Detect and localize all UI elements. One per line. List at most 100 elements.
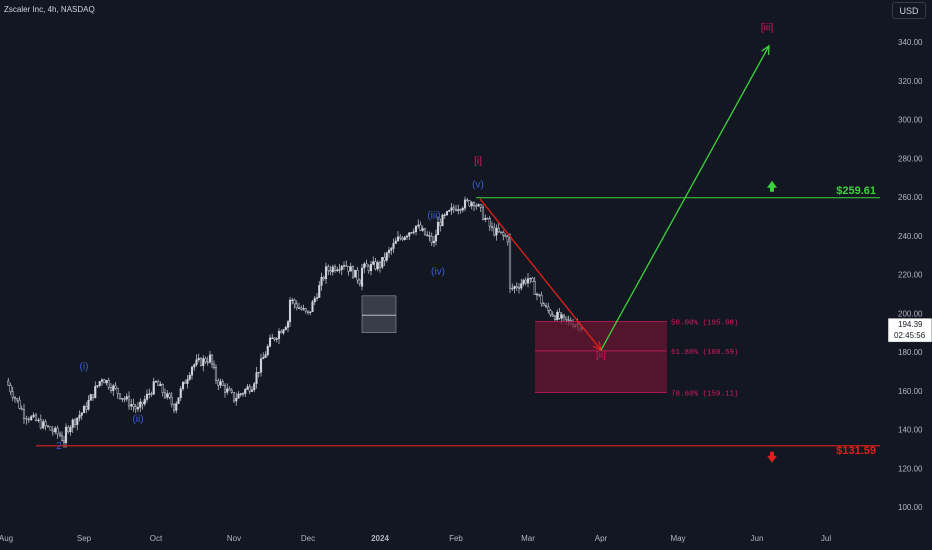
candle-body [484,218,487,220]
candle-body [253,383,256,390]
candle-body [421,228,424,231]
candle-body [481,206,485,220]
candle-body [508,237,512,289]
candle-body [567,319,570,321]
candle-body [123,398,126,400]
candle-body [475,205,478,207]
candle-body [436,221,440,236]
candle-body [520,283,523,289]
candle-body [103,379,106,384]
candle-body [392,243,395,249]
candle-body [526,278,530,284]
candle-body [502,232,505,236]
candle-body [551,314,554,317]
candle-body [463,199,467,209]
x-tick-label: Nov [227,534,241,543]
candle-body [255,372,258,384]
candle-body [246,386,249,390]
candle-body [488,218,491,227]
y-tick-label: 200.00 [898,309,923,318]
candle-body [273,337,276,340]
candle-body [315,297,319,299]
candle-body [127,396,131,407]
candle-body [318,285,321,298]
candle-body [439,221,442,227]
candle-body [426,234,429,236]
candle-body [441,214,444,227]
candle-body [235,398,238,402]
candle-body [511,287,514,290]
wave-label: (v) [472,179,484,190]
candle-body [369,263,373,272]
candle-body [118,393,122,399]
candle-body [452,207,455,210]
candle-body [387,249,391,254]
candle-body [412,231,415,233]
candle-body [58,433,62,437]
candle-body [266,346,269,356]
x-tick-label: Apr [595,534,608,543]
candle-body [248,386,251,392]
candle-body [94,386,97,398]
wave-label: (iv) [431,267,445,278]
candle-body [558,311,561,319]
wave-label: (ii) [132,414,143,425]
candle-body [250,389,254,392]
y-tick-label: 240.00 [898,232,923,241]
candle-body [497,227,500,233]
candle-body [116,387,119,395]
candle-body [60,435,64,441]
x-tick-label: Oct [150,534,163,543]
wave-label: (iii) [427,210,440,221]
candle-body [195,359,198,365]
x-tick-label: Aug [0,534,13,543]
x-tick-label: Feb [449,534,463,543]
overlay-layer: 50.00% (195.68) 61.80% (180.59) 78.60% (15… [36,22,880,463]
candle-body [333,266,337,271]
fib-level-label: 78.60% (159.11) [671,390,739,398]
candle-body [331,266,334,273]
candle-body [20,408,23,410]
wave-label: [iii] [761,22,773,33]
candle-body [197,358,200,361]
candle-body [396,236,400,242]
candle-body [170,396,173,405]
candle-body [230,389,233,393]
candle-body [277,331,281,339]
candle-body [291,299,294,302]
candle-body [390,248,393,251]
candle-body [112,385,115,391]
candle-body [383,257,386,261]
candle-body [360,267,364,287]
projection-up-arrow-head [761,44,770,55]
candle-body [522,279,525,284]
currency-selector[interactable]: USD [892,2,926,19]
candle-body [544,305,548,308]
candle-body [417,224,420,227]
candle-body [275,338,278,340]
candle-body [78,415,81,419]
candle-body [306,310,310,313]
candle-body [284,327,287,331]
candle-body [300,307,303,310]
candle-body [309,311,312,313]
candle-body [293,299,296,305]
candle-body [141,401,144,405]
candle-body [529,277,532,280]
candle-body [477,204,480,207]
candle-body [13,397,17,399]
candle-body [91,394,95,398]
candle-body [448,210,451,212]
candle-body [538,293,541,296]
candle-body [450,207,453,211]
candle-body [188,374,191,380]
last-price: 194.39 [898,320,923,329]
candle-body [130,404,133,407]
y-tick-label: 300.00 [898,116,923,125]
candle-body [132,404,135,407]
candle-body [219,381,222,386]
candle-body [336,269,339,271]
candle-body [100,379,104,382]
candle-body [327,266,330,271]
